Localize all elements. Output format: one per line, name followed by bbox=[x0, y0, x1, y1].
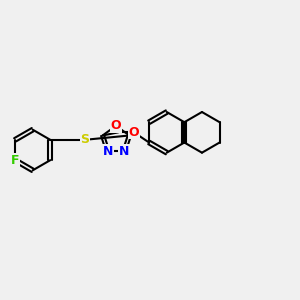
Text: N: N bbox=[119, 145, 130, 158]
Text: O: O bbox=[129, 126, 139, 139]
Text: N: N bbox=[103, 145, 113, 158]
Text: O: O bbox=[111, 119, 121, 132]
Text: S: S bbox=[80, 133, 89, 146]
Text: F: F bbox=[11, 154, 19, 167]
